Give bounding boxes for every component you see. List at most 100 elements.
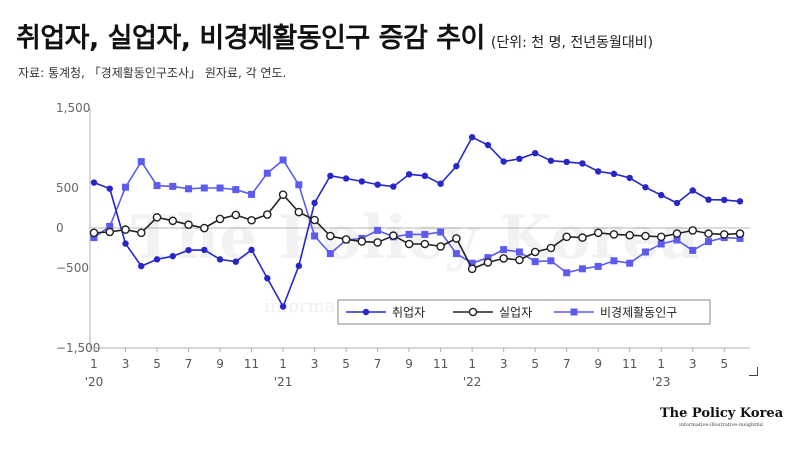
- data-point-open: [436, 242, 445, 251]
- legend-marker: [362, 308, 370, 316]
- data-point: [201, 246, 208, 254]
- x-tick-label: 9: [216, 357, 224, 371]
- x-tick-label: 1: [90, 357, 98, 371]
- x-tick-label: 11: [244, 357, 259, 371]
- data-point-square: [689, 246, 697, 254]
- x-tick-label: 7: [374, 357, 382, 371]
- data-point-open: [263, 210, 272, 219]
- data-point: [169, 252, 176, 260]
- data-point-square: [578, 265, 586, 273]
- data-point-open: [389, 231, 398, 240]
- data-point-square: [452, 250, 460, 258]
- legend-label: 실업자: [499, 306, 532, 320]
- data-point: [248, 246, 255, 254]
- data-point: [736, 198, 744, 205]
- data-point-open: [499, 254, 508, 263]
- data-point: [390, 183, 397, 190]
- data-point: [264, 275, 271, 282]
- data-point-square: [90, 234, 98, 242]
- data-point-open: [357, 237, 367, 246]
- data-point-square: [468, 259, 476, 267]
- data-point: [138, 262, 145, 270]
- data-point-square: [594, 262, 602, 270]
- data-point-open: [656, 232, 666, 242]
- data-point-square: [626, 259, 634, 267]
- data-point: [232, 258, 240, 265]
- x-tick-label: 3: [122, 357, 130, 371]
- data-point-square: [484, 254, 492, 262]
- data-point-square: [657, 240, 665, 248]
- data-point-open: [152, 213, 162, 222]
- data-point: [468, 134, 476, 141]
- data-point: [610, 170, 618, 178]
- data-point: [453, 162, 460, 170]
- data-point: [358, 178, 366, 185]
- data-point: [689, 187, 696, 194]
- data-point-square: [704, 238, 712, 246]
- data-point: [563, 158, 570, 166]
- data-point: [106, 185, 113, 192]
- data-point-open: [168, 216, 178, 226]
- data-point: [579, 160, 586, 167]
- data-point-square: [405, 230, 413, 238]
- y-tick-label: 0: [56, 221, 64, 235]
- data-point-open: [215, 214, 225, 224]
- x-tick-label: 9: [405, 357, 413, 371]
- x-tick-label: 1: [279, 357, 287, 371]
- data-point-open: [735, 229, 745, 238]
- data-point-open: [672, 229, 682, 238]
- brand-logo: The Policy Korea informative·illustrativ…: [660, 406, 784, 428]
- data-point: [216, 256, 224, 263]
- legend-box: [337, 299, 711, 325]
- x-tick-label: 5: [531, 357, 539, 371]
- data-point-open: [719, 230, 729, 239]
- data-point: [295, 262, 303, 270]
- data-point-open: [310, 215, 319, 225]
- data-point: [279, 303, 287, 310]
- data-point-square: [137, 158, 145, 166]
- y-tick-label: −1,500: [56, 341, 100, 355]
- data-point: [642, 184, 649, 191]
- data-point-open: [704, 229, 713, 238]
- legend-label: 비경제활동인구: [600, 306, 677, 320]
- data-point-square: [736, 234, 744, 242]
- data-point: [90, 179, 98, 186]
- data-point-square: [232, 186, 240, 194]
- data-point-square: [641, 248, 649, 256]
- data-point: [185, 246, 192, 254]
- data-point-square: [216, 184, 224, 192]
- data-point-open: [184, 220, 193, 230]
- data-point-square: [263, 169, 271, 177]
- data-point: [594, 168, 602, 175]
- data-point-open: [294, 207, 304, 217]
- data-point-open: [530, 247, 540, 257]
- x-year-label: '23: [652, 375, 671, 389]
- chart-title-block: 취업자, 실업자, 비경제활동인구 증감 추이 (단위: 천 명, 전년동월대비): [16, 16, 653, 55]
- x-tick-label: 11: [622, 357, 637, 371]
- brand-name: The Policy Korea: [660, 406, 784, 421]
- data-point-open: [578, 233, 587, 242]
- source-note: 자료: 통계청, 「경제활동인구조사」 원자료, 각 연도.: [18, 66, 287, 80]
- data-point: [626, 174, 633, 182]
- data-point-open: [420, 239, 430, 249]
- chart-title: 취업자, 실업자, 비경제활동인구 증감 추이: [16, 23, 485, 54]
- y-tick-label: 1,500: [56, 101, 90, 115]
- data-point-open: [609, 230, 619, 239]
- data-point-open: [105, 227, 115, 237]
- x-tick-label: 1: [468, 357, 476, 371]
- corner-mark: [749, 367, 758, 376]
- data-point-square: [153, 182, 161, 190]
- data-point: [484, 141, 492, 149]
- data-point-square: [500, 246, 508, 254]
- data-point-open: [404, 239, 414, 249]
- data-point-open: [247, 215, 256, 225]
- data-point-open: [452, 234, 461, 243]
- data-point: [311, 199, 318, 207]
- x-tick-label: 3: [689, 357, 697, 371]
- data-point-square: [563, 269, 571, 277]
- data-point-open: [625, 230, 635, 240]
- data-point: [721, 196, 728, 204]
- x-year-label: '21: [274, 375, 293, 389]
- data-point-square: [106, 222, 114, 230]
